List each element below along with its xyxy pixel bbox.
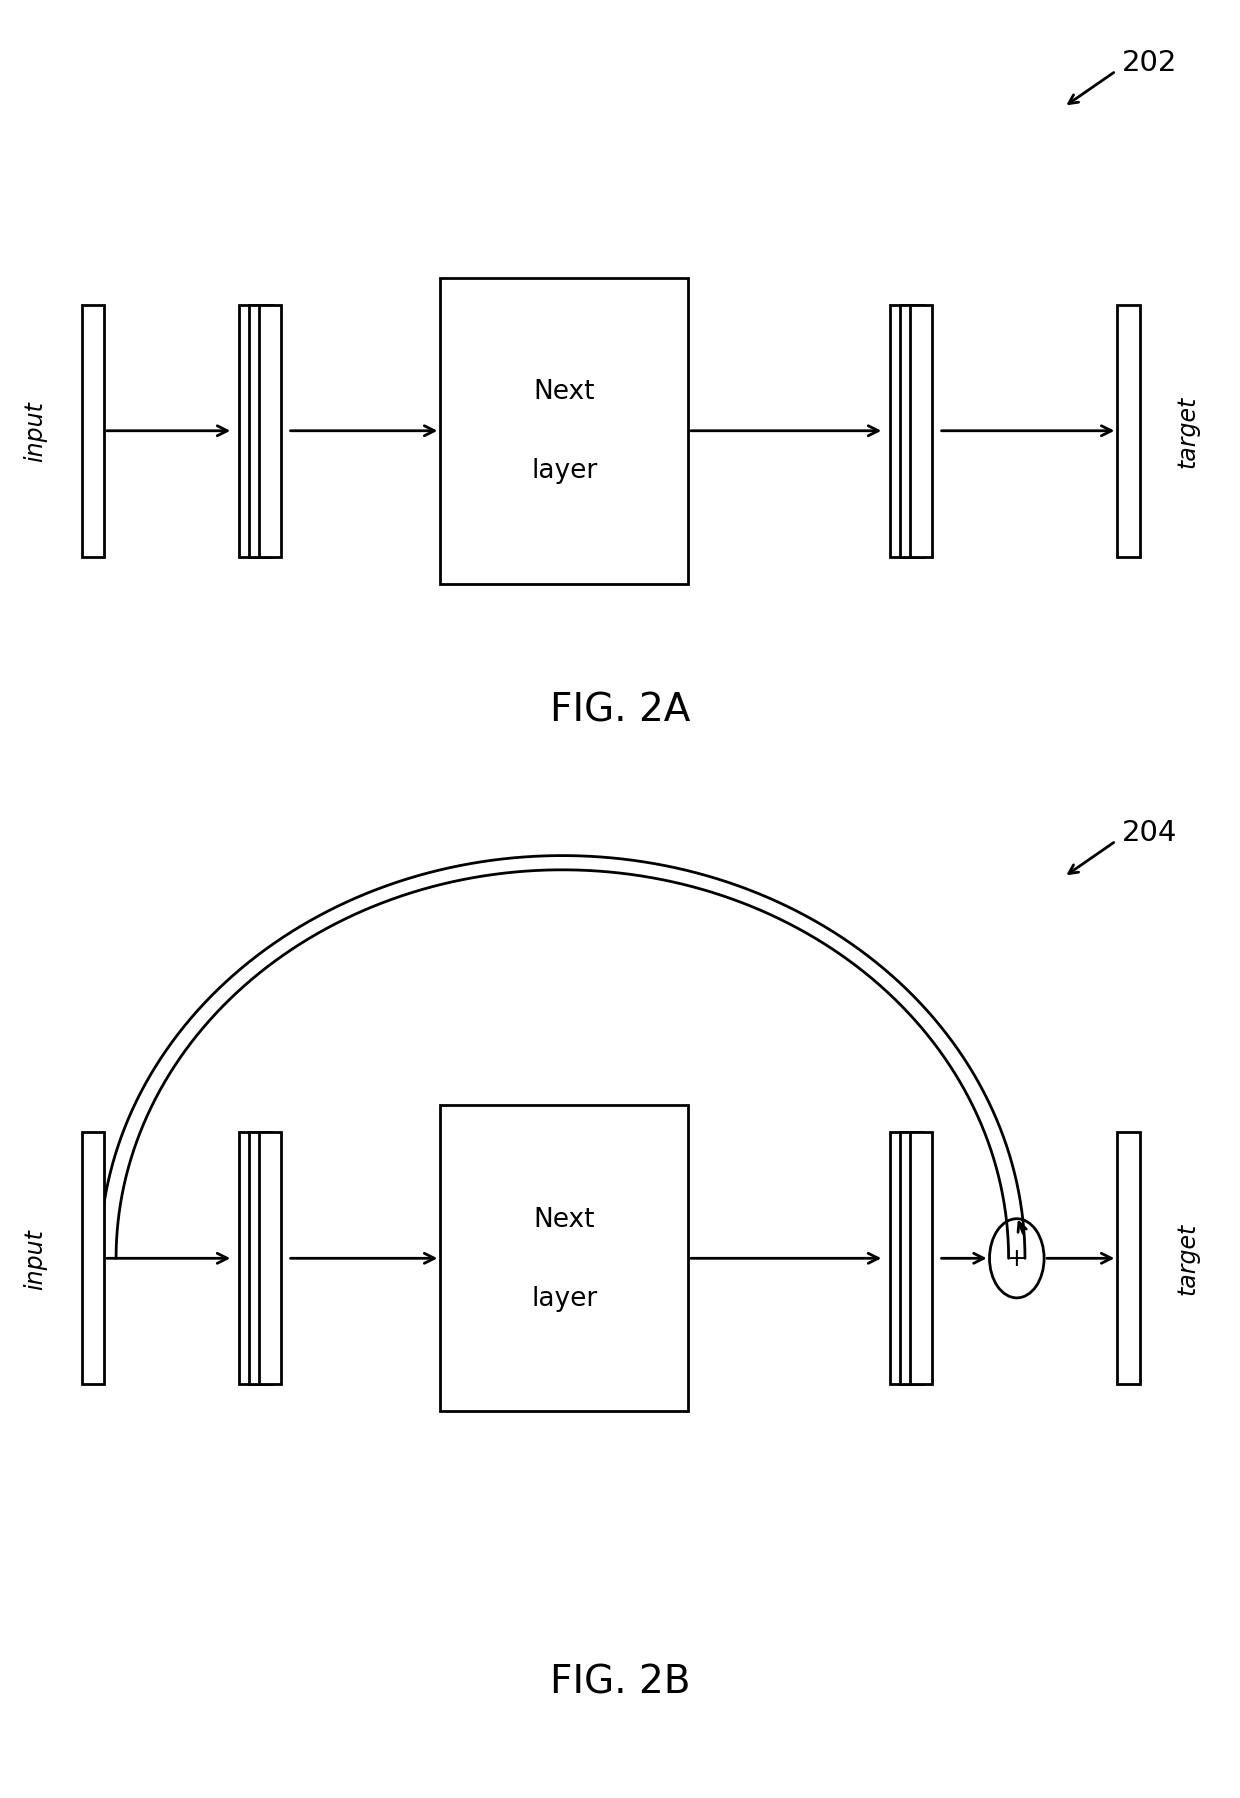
- Bar: [910, 306, 932, 557]
- Bar: [239, 306, 262, 557]
- Text: FIG. 2B: FIG. 2B: [549, 1661, 691, 1701]
- Bar: [82, 1133, 104, 1384]
- Bar: [440, 279, 688, 584]
- Bar: [259, 1133, 281, 1384]
- Bar: [249, 1133, 272, 1384]
- Text: FIG. 2A: FIG. 2A: [549, 690, 691, 730]
- Bar: [900, 1133, 923, 1384]
- Bar: [890, 1133, 913, 1384]
- Text: input: input: [22, 1228, 47, 1289]
- Text: +: +: [1007, 1246, 1027, 1271]
- Bar: [249, 306, 272, 557]
- Bar: [910, 1133, 932, 1384]
- Text: Next: Next: [533, 1206, 595, 1232]
- Text: input: input: [22, 401, 47, 462]
- Bar: [82, 306, 104, 557]
- Text: target: target: [1176, 1223, 1200, 1295]
- Text: 204: 204: [1122, 818, 1178, 847]
- Bar: [259, 306, 281, 557]
- Bar: [1117, 306, 1140, 557]
- Bar: [900, 306, 923, 557]
- Bar: [1117, 1133, 1140, 1384]
- Text: layer: layer: [531, 1286, 598, 1311]
- Text: target: target: [1176, 396, 1200, 467]
- Bar: [239, 1133, 262, 1384]
- Bar: [890, 306, 913, 557]
- Text: Next: Next: [533, 379, 595, 405]
- Bar: [440, 1106, 688, 1411]
- Text: layer: layer: [531, 458, 598, 484]
- Text: 202: 202: [1122, 49, 1178, 77]
